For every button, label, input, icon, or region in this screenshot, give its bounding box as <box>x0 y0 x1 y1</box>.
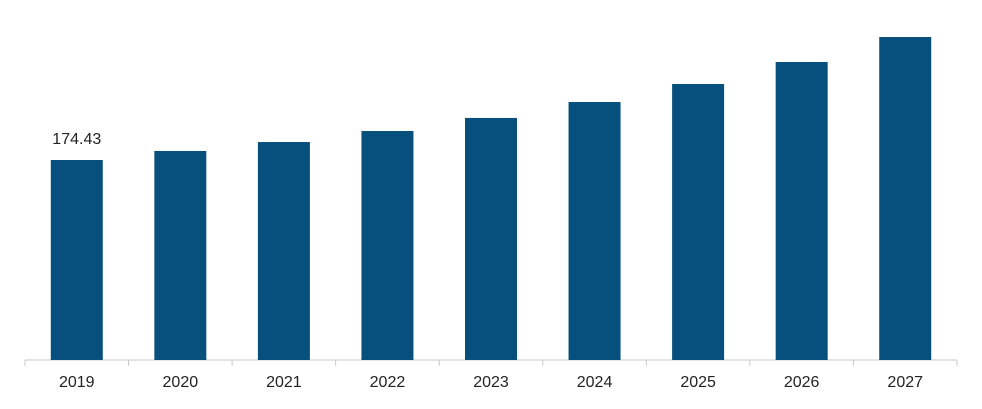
x-tick-label: 2022 <box>370 374 406 391</box>
x-tick-label: 2020 <box>163 374 199 391</box>
x-tick-label: 2021 <box>266 374 302 391</box>
x-tick-label: 2019 <box>59 374 95 391</box>
x-tick-label: 2024 <box>577 374 613 391</box>
value-label: 174.43 <box>52 131 101 148</box>
bar <box>154 150 207 360</box>
bar <box>50 159 103 360</box>
bar <box>465 117 517 360</box>
bar <box>257 142 310 360</box>
bar <box>775 61 828 360</box>
x-tick-label: 2027 <box>887 374 923 391</box>
bar <box>672 84 725 361</box>
x-tick-label: 2025 <box>680 374 716 391</box>
bar <box>879 37 932 360</box>
bar <box>361 131 414 360</box>
x-tick-label: 2023 <box>473 374 509 391</box>
x-tick-label: 2026 <box>784 374 820 391</box>
bar <box>568 102 621 360</box>
